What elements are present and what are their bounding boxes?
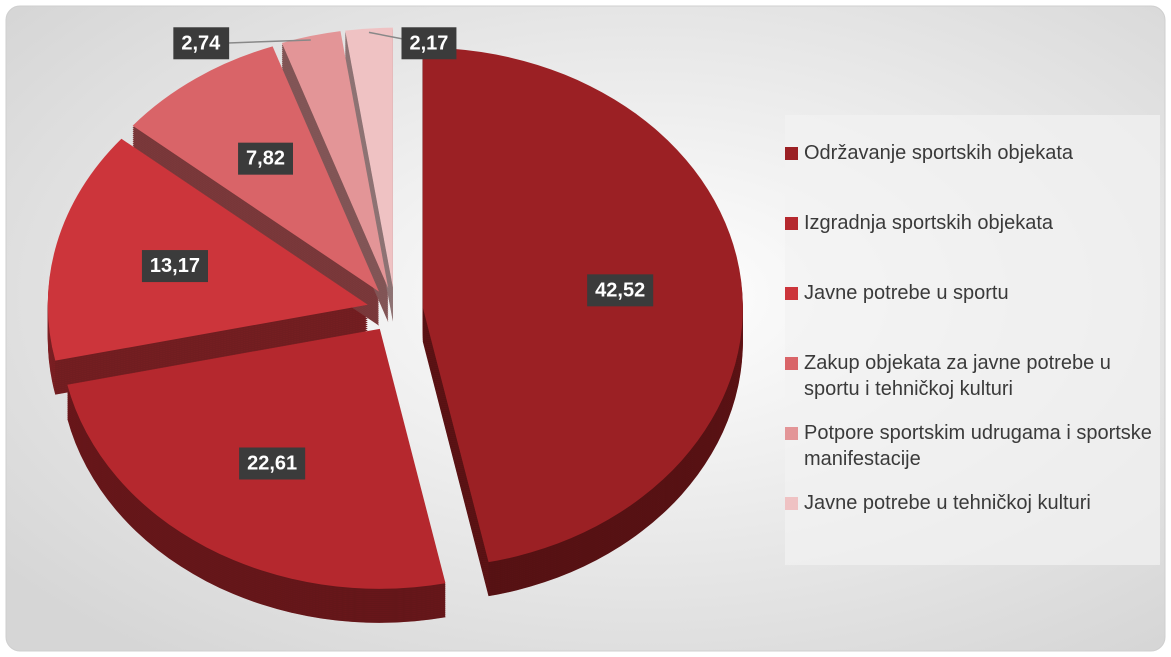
- data-label-text: 42,52: [595, 279, 645, 301]
- slice: [47, 138, 368, 361]
- data-label-text: 13,17: [150, 255, 200, 277]
- legend-swatch: [785, 217, 798, 230]
- legend-item: Javne potrebe u sportu: [785, 280, 1165, 350]
- legend-item: Održavanje sportskih objekata: [785, 140, 1165, 210]
- legend-label: Zakup objekata za javne potrebe u sportu…: [804, 352, 1111, 400]
- legend-swatch: [785, 357, 798, 370]
- legend-label: Javne potrebe u sportu: [804, 282, 1009, 304]
- data-label: 2,17: [401, 27, 457, 60]
- legend-swatch: [785, 287, 798, 300]
- legend-swatch: [785, 497, 798, 510]
- legend-label: Potpore sportskim udrugama i sportske ma…: [804, 422, 1152, 470]
- slice: [345, 27, 393, 288]
- legend: Održavanje sportskih objekata Izgradnja s…: [785, 140, 1165, 560]
- data-label-box: [141, 250, 208, 283]
- data-label-box: [401, 27, 457, 60]
- legend-item: Javne potrebe u tehničkoj kulturi: [785, 490, 1165, 560]
- data-label-box: [587, 274, 654, 307]
- legend-item: Potpore sportskim udrugama i sportske ma…: [785, 420, 1165, 490]
- data-label: 22,61: [239, 447, 306, 480]
- legend-label: Održavanje sportskih objekata: [804, 142, 1074, 164]
- legend-item: Izgradnja sportskih objekata: [785, 210, 1165, 280]
- data-label-text: 7,82: [246, 148, 285, 170]
- data-label: 42,52: [587, 274, 654, 307]
- data-label: 13,17: [141, 250, 208, 283]
- slice: [422, 47, 743, 563]
- legend-swatch: [785, 427, 798, 440]
- legend-swatch: [785, 147, 798, 160]
- data-label: 2,74: [173, 27, 230, 60]
- data-label: 7,82: [238, 142, 293, 175]
- data-label-text: 2,74: [181, 32, 221, 54]
- legend-label: Izgradnja sportskih objekata: [804, 212, 1054, 234]
- legend-background: [785, 115, 1160, 565]
- legend-label: Javne potrebe u tehničkoj kulturi: [804, 492, 1091, 514]
- data-label-box: [173, 27, 230, 60]
- slice: [281, 31, 389, 289]
- data-label-box: [238, 142, 293, 175]
- data-label-text: 2,17: [409, 32, 448, 54]
- legend-item: Zakup objekata za javne potrebe u sportu…: [785, 350, 1165, 420]
- data-label-text: 22,61: [247, 452, 297, 474]
- data-label-box: [239, 447, 306, 480]
